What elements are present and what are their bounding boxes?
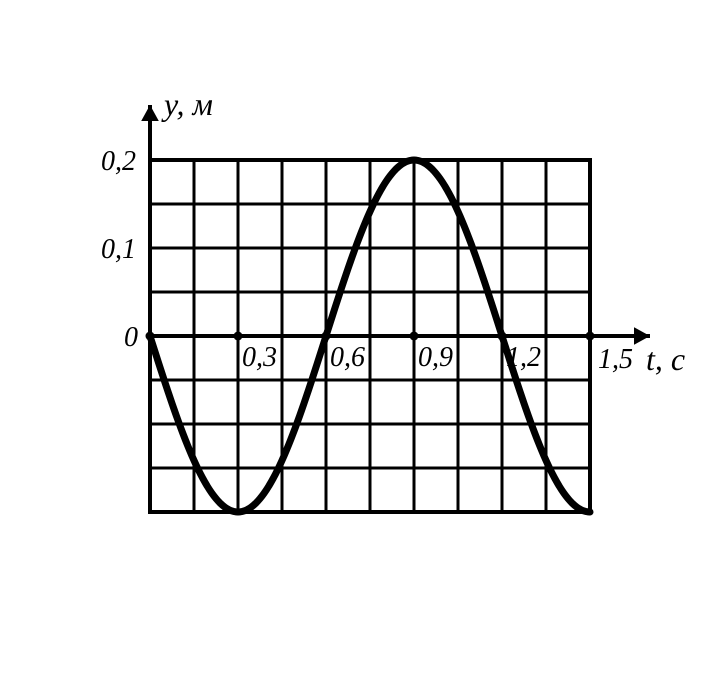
x-tick-dot <box>322 332 331 341</box>
x-tick-label: 1,5 <box>598 344 633 375</box>
chart-bg <box>0 0 712 680</box>
y-tick-label: 0,1 <box>101 234 136 265</box>
x-tick-dot <box>498 332 507 341</box>
x-tick-label: 0,3 <box>242 342 277 373</box>
y-axis-label: y, м <box>161 86 213 122</box>
x-axis-label: t, с <box>646 341 685 377</box>
x-tick-label: 1,2 <box>506 342 541 373</box>
origin-label: 0 <box>124 322 138 353</box>
x-tick-dot <box>410 332 419 341</box>
x-tick-dot <box>146 332 155 341</box>
oscillation-chart: 0 0,3 0,6 0,9 1,2 1,5 0,1 0,2 y, м t, с <box>0 0 712 680</box>
x-tick-label: 0,6 <box>330 342 365 373</box>
x-tick-dot <box>234 332 243 341</box>
y-tick-label: 0,2 <box>101 146 136 177</box>
x-tick-dot <box>586 332 595 341</box>
x-tick-label: 0,9 <box>418 342 453 373</box>
chart-svg: 0 0,3 0,6 0,9 1,2 1,5 0,1 0,2 y, м t, с <box>0 0 712 680</box>
